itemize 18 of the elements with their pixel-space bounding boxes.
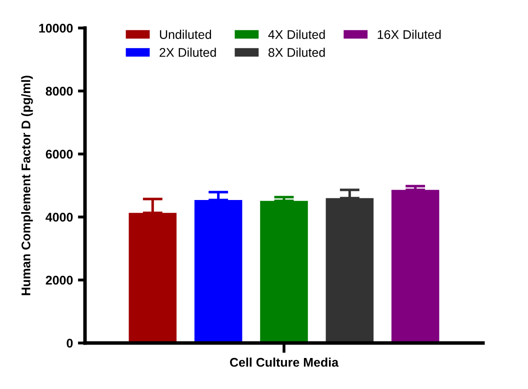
legend-label: Undiluted bbox=[160, 30, 212, 39]
bar bbox=[260, 200, 308, 343]
bar bbox=[194, 200, 242, 343]
y-tick-label: 10000 bbox=[39, 24, 73, 33]
bar bbox=[128, 212, 177, 343]
legend-label: 2X Diluted bbox=[160, 48, 216, 57]
x-tick-label: Cell Culture Media bbox=[230, 358, 339, 367]
y-tick-label: 4000 bbox=[46, 212, 73, 222]
y-tick-label: 0 bbox=[66, 338, 73, 348]
legend-label: 8X Diluted bbox=[268, 48, 325, 57]
legend-label: 4X Diluted bbox=[268, 30, 325, 39]
bar bbox=[391, 190, 440, 343]
legend-label: 16X Diluted bbox=[378, 30, 441, 39]
y-tick-label: 8000 bbox=[46, 86, 73, 96]
y-tick-label: 2000 bbox=[46, 276, 73, 285]
y-axis-title: Human Complement Factor D (pg/ml) bbox=[21, 76, 33, 296]
bar bbox=[326, 198, 374, 343]
y-tick-label: 6000 bbox=[46, 150, 73, 159]
